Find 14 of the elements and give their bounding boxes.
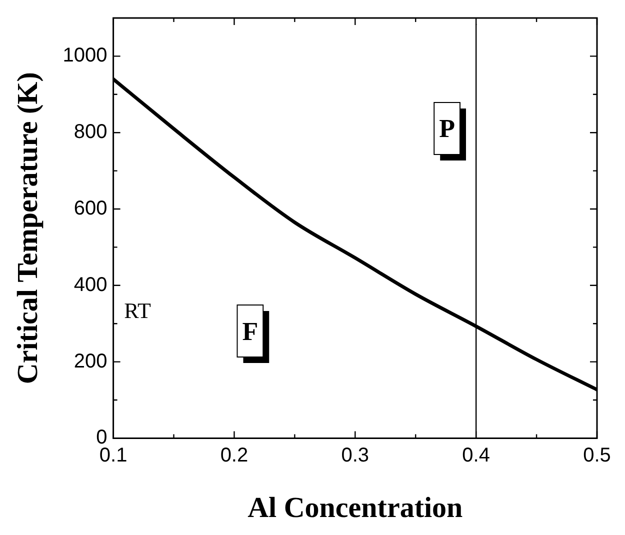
annotation: F <box>242 316 258 346</box>
y-tick-label: 1000 <box>62 44 108 67</box>
y-tick-label: 400 <box>74 274 108 296</box>
x-tick-label: 0.4 <box>462 444 490 467</box>
annotation: RT <box>124 298 152 323</box>
y-tick-label: 200 <box>74 350 108 372</box>
annotation: P <box>439 114 456 144</box>
x-tick-label: 0.2 <box>220 444 248 467</box>
y-axis-title: Critical Temperature (K) <box>12 72 44 384</box>
x-axis-title: Al Concentration <box>248 492 463 524</box>
x-tick-label: 0.5 <box>583 444 611 467</box>
x-tick-label: 0.3 <box>341 444 370 467</box>
y-tick-label: 800 <box>74 121 108 144</box>
y-tick-label: 600 <box>74 198 108 220</box>
